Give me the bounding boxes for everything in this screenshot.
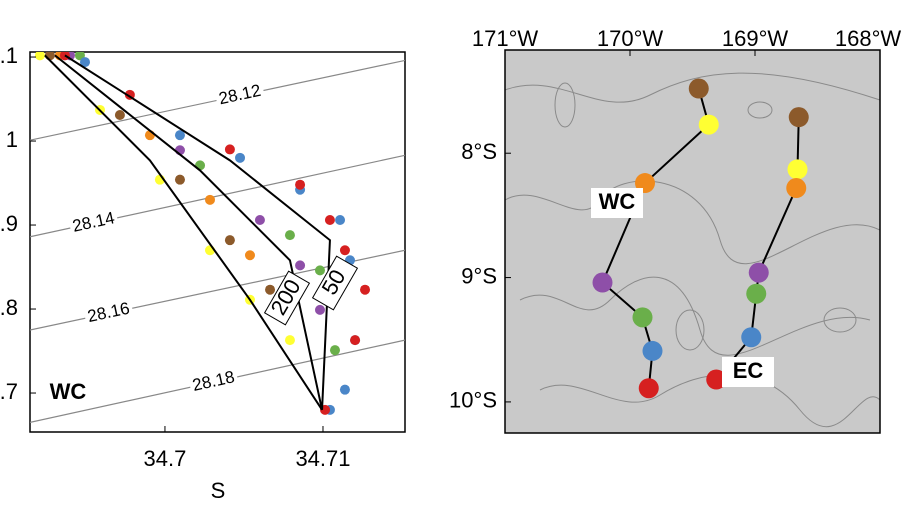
data-point	[295, 260, 306, 271]
x-tick-label: 169°W	[722, 26, 789, 51]
contour-label: 28.14	[71, 208, 117, 236]
group-label: WC	[599, 189, 636, 214]
map-background	[505, 50, 880, 433]
data-point	[244, 250, 255, 261]
x-tick-label: 34.7	[144, 446, 187, 471]
station	[638, 378, 659, 399]
annotation: WC	[50, 379, 87, 404]
contour-label: 28.12	[217, 81, 263, 108]
data-point	[174, 130, 185, 141]
station	[592, 272, 613, 293]
station	[741, 327, 762, 348]
station	[746, 283, 767, 304]
label-bg	[311, 255, 359, 311]
label-bg	[722, 357, 774, 387]
data-point	[314, 265, 325, 276]
contour-label: 28.18	[191, 367, 237, 395]
station	[706, 369, 727, 390]
data-point	[265, 284, 276, 295]
station	[632, 307, 653, 328]
data-point	[350, 335, 361, 346]
y-tick-label: 1	[6, 127, 18, 152]
data-point	[329, 345, 340, 356]
label-bg	[263, 270, 311, 326]
y-tick-label: .1	[0, 43, 18, 68]
data-point	[335, 214, 346, 225]
data-point	[339, 384, 350, 395]
station	[642, 340, 663, 361]
y-tick-label: 8°S	[461, 139, 497, 164]
data-point	[324, 214, 335, 225]
y-tick-label: .8	[0, 295, 18, 320]
label-bg	[591, 188, 643, 218]
data-point	[284, 230, 295, 241]
label-bg	[188, 367, 240, 398]
data-point	[235, 152, 246, 163]
y-tick-label: 10°S	[449, 388, 497, 413]
data-point	[79, 57, 90, 68]
data-point	[204, 194, 215, 205]
x-axis-label: S	[211, 478, 226, 503]
data-point	[224, 144, 235, 155]
station	[786, 178, 807, 199]
plot-area	[30, 52, 405, 424]
profile-line	[44, 54, 323, 411]
x-tick-label: 34.71	[295, 446, 350, 471]
y-tick-label: 9°S	[461, 263, 497, 288]
data-point	[114, 109, 125, 120]
x-tick-label: 168°W	[835, 26, 902, 51]
y-tick-label: .7	[0, 379, 18, 404]
profile-line	[64, 54, 331, 410]
data-point	[254, 214, 265, 225]
bathymetry-contours	[504, 72, 881, 427]
ts-frame	[29, 51, 406, 433]
station	[787, 159, 808, 180]
label-bg	[68, 208, 120, 238]
x-tick-label: 170°W	[597, 26, 664, 51]
profile-line	[54, 54, 324, 411]
data-point	[174, 174, 185, 185]
data-point	[295, 179, 306, 190]
station	[698, 114, 719, 135]
data-point	[224, 235, 235, 246]
station	[688, 78, 709, 99]
contour-label: 28.16	[86, 299, 132, 326]
group-label: EC	[733, 358, 764, 383]
data-point	[284, 335, 295, 346]
station	[748, 262, 769, 283]
x-tick-label: 171°W	[472, 26, 539, 51]
label-bg	[214, 80, 266, 111]
data-point	[360, 284, 371, 295]
y-tick-label: .9	[0, 211, 18, 236]
label-bg	[83, 298, 135, 329]
data-point	[339, 245, 350, 256]
data-point	[34, 52, 45, 61]
station	[788, 107, 809, 128]
data-point	[314, 304, 325, 315]
map-frame	[504, 49, 881, 434]
